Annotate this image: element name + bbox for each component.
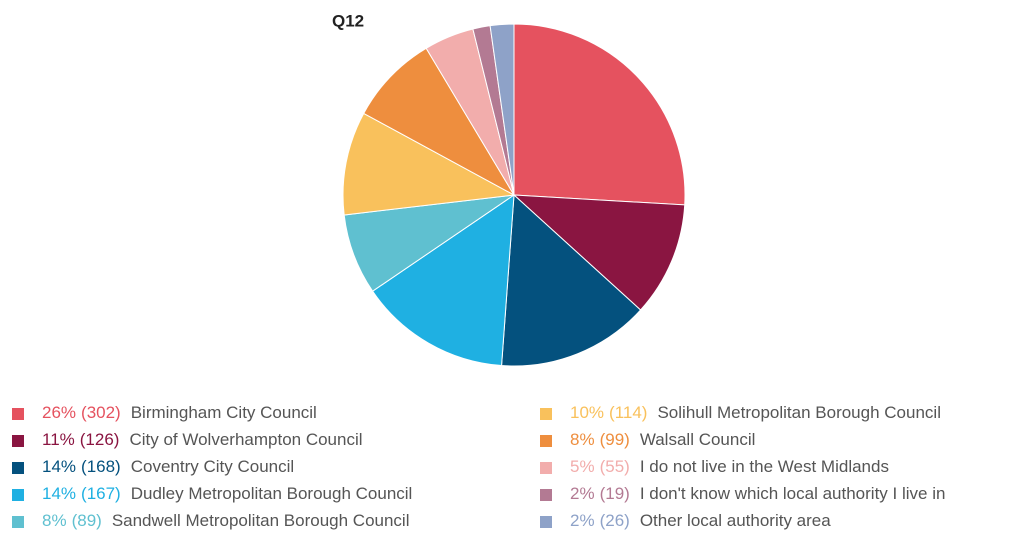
legend-count: (26) <box>600 511 630 530</box>
legend-entry: 2% (19) I don't know which local authority… <box>570 484 945 503</box>
legend-label: Other local authority area <box>640 511 831 530</box>
legend-label: City of Wolverhampton Council <box>129 430 362 449</box>
legend-swatch <box>540 489 552 501</box>
legend-percent: 2% <box>570 511 595 530</box>
legend-entry: 26% (302) Birmingham City Council <box>42 403 317 422</box>
legend-swatch <box>540 516 552 528</box>
legend-count: (168) <box>81 457 121 476</box>
legend-label: Coventry City Council <box>131 457 294 476</box>
legend-entry: 8% (89) Sandwell Metropolitan Borough Coun… <box>42 511 410 530</box>
legend-percent: 8% <box>42 511 67 530</box>
legend-swatch <box>12 462 24 474</box>
legend-swatch <box>12 516 24 528</box>
legend-count: (99) <box>600 430 630 449</box>
legend-entry: 14% (168) Coventry City Council <box>42 457 294 476</box>
legend-label: Sandwell Metropolitan Borough Council <box>112 511 410 530</box>
legend-entry: 10% (114) Solihull Metropolitan Borough Co… <box>570 403 941 422</box>
legend-label: Birmingham City Council <box>131 403 317 422</box>
legend-swatch <box>540 435 552 447</box>
chart-title: Q12 <box>332 11 364 30</box>
legend-label: Solihull Metropolitan Borough Council <box>657 403 941 422</box>
legend-count: (55) <box>600 457 630 476</box>
legend-swatch <box>12 435 24 447</box>
legend-count: (19) <box>600 484 630 503</box>
pie-slice <box>501 193 642 367</box>
legend-swatch <box>12 408 24 420</box>
legend-entry: 11% (126) City of Wolverhampton Council <box>42 430 363 449</box>
legend-swatch <box>12 489 24 501</box>
legend-percent: 11% <box>42 430 75 449</box>
pie-slice <box>371 194 515 367</box>
legend-percent: 14% <box>42 457 76 476</box>
legend-label: I do not live in the West Midlands <box>640 457 889 476</box>
legend-percent: 26% <box>42 403 76 422</box>
legend-percent: 10% <box>570 403 604 422</box>
pie-slice <box>512 194 686 311</box>
legend-label: I don't know which local authority I liv… <box>640 484 946 503</box>
legend-percent: 14% <box>42 484 76 503</box>
legend-entry: 14% (167) Dudley Metropolitan Borough Coun… <box>42 484 412 503</box>
legend-count: (167) <box>81 484 121 503</box>
legend-percent: 8% <box>570 430 595 449</box>
legend-count: (114) <box>609 403 647 422</box>
legend-count: (126) <box>80 430 120 449</box>
legend-label: Dudley Metropolitan Borough Council <box>131 484 413 503</box>
legend-percent: 2% <box>570 484 595 503</box>
legend-count: (302) <box>81 403 121 422</box>
legend-entry: 8% (99) Walsall Council <box>570 430 755 449</box>
legend-entry: 5% (55) I do not live in the West Midlands <box>570 457 889 476</box>
legend-label: Walsall Council <box>640 430 756 449</box>
pie-slice <box>363 47 516 197</box>
legend-entry: 2% (26) Other local authority area <box>570 511 831 530</box>
legend-swatch <box>540 408 552 420</box>
pie-slice <box>342 112 516 216</box>
pie-slice <box>489 23 515 196</box>
legend-percent: 5% <box>570 457 595 476</box>
legend-swatch <box>540 462 552 474</box>
pie-slice <box>513 23 686 206</box>
legend-count: (89) <box>72 511 102 530</box>
